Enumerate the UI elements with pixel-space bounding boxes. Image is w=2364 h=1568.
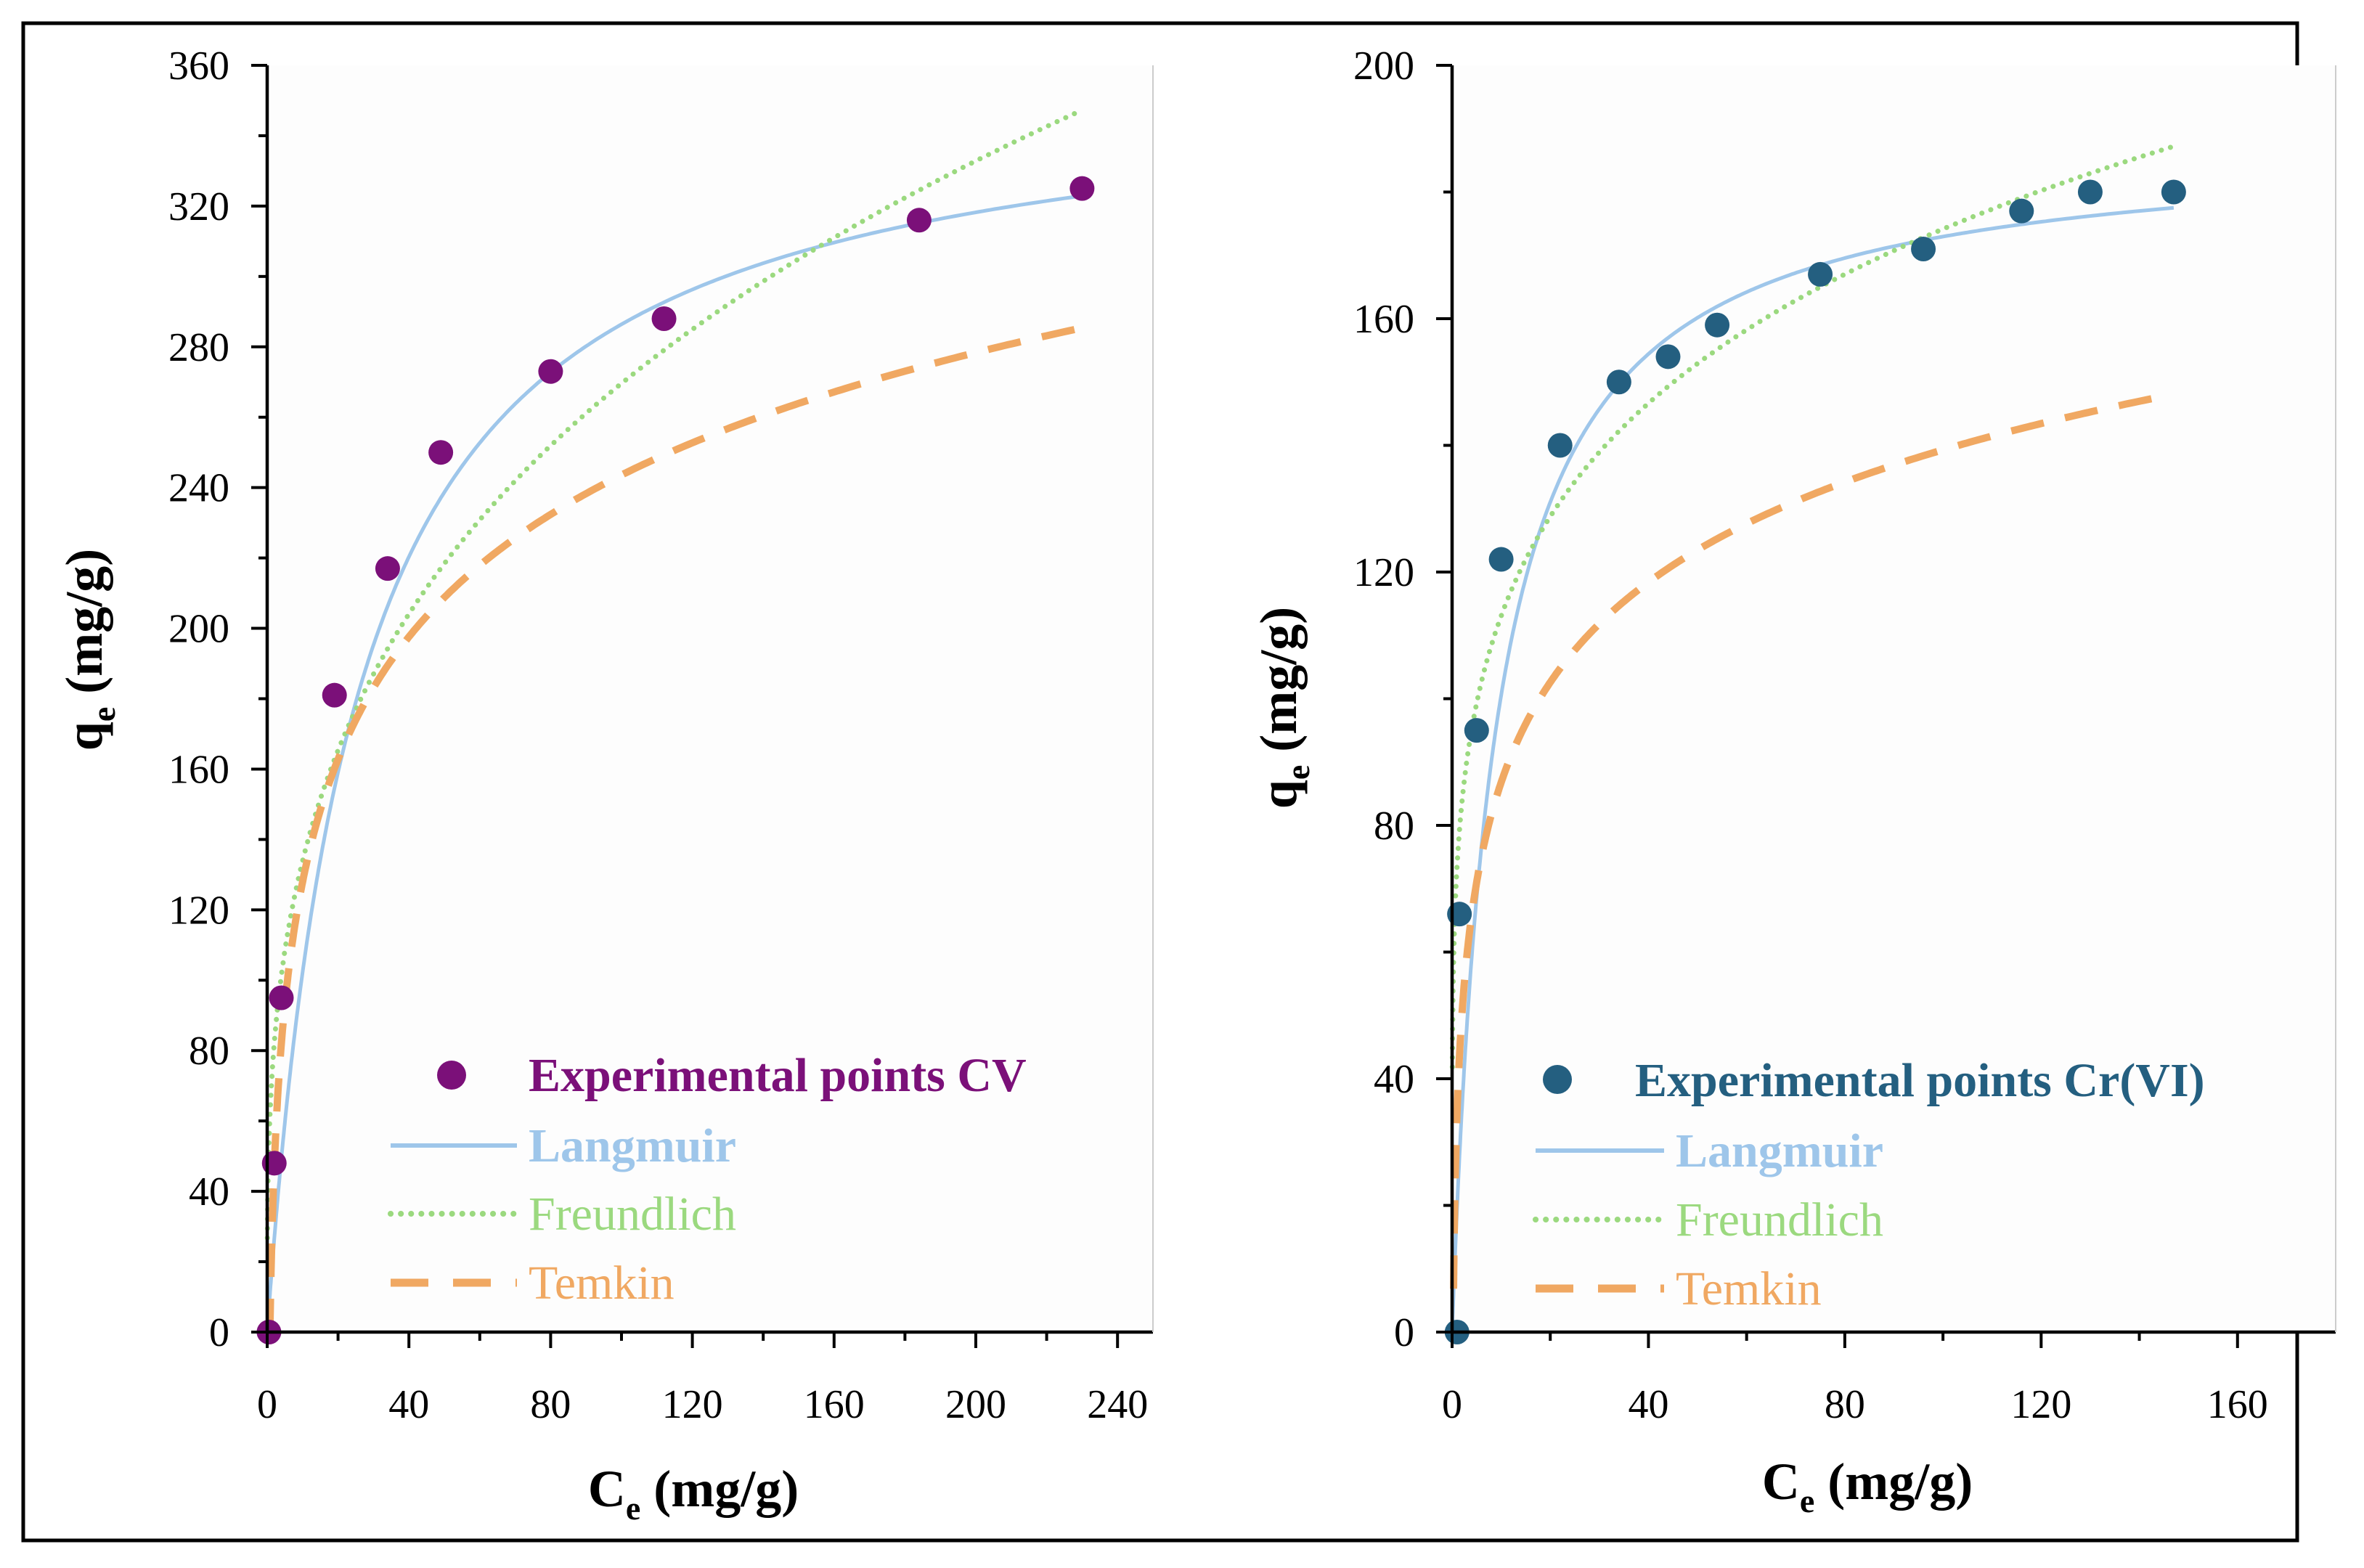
plot-area-crvi — [1452, 65, 2336, 1332]
legend-cv: Experimental points CV Langmuir Freundli… — [388, 1049, 1027, 1310]
data-point-crvi — [1808, 261, 1833, 287]
fit-lines-crvi — [1449, 144, 2177, 1332]
y-tick-label-cv: 320 — [168, 184, 229, 229]
x-tick-label-crvi: 0 — [1442, 1382, 1462, 1427]
legend-label-langmuir-cv: Langmuir — [529, 1119, 736, 1172]
x-axis-title-crvi: Ce (mg/g) — [1762, 1453, 1973, 1519]
data-point-crvi — [1488, 547, 1514, 572]
y-tick-label-crvi: 80 — [1374, 804, 1414, 849]
y-tick-label-cv: 160 — [168, 747, 229, 792]
data-point-crvi — [2161, 179, 2186, 205]
data-points-cv — [256, 176, 1095, 1344]
x-tick-label-crvi: 160 — [2207, 1382, 2268, 1427]
x-tick-label-crvi: 40 — [1628, 1382, 1668, 1427]
x-tick-label-cv: 200 — [945, 1382, 1006, 1427]
data-point-crvi — [1705, 312, 1730, 338]
chart-cv-isotherm: 0 40 80 120 160 200 240 0 40 80 120 160 200 240 280 32… — [55, 44, 1154, 1527]
y-tick-label-crvi: 160 — [1353, 297, 1414, 342]
legend-label-experimental-cv: Experimental points CV — [529, 1049, 1027, 1102]
legend-label-freundlich-crvi: Freundlich — [1676, 1193, 1883, 1246]
y-tick-label-cv: 200 — [168, 607, 229, 652]
data-point-crvi — [1464, 718, 1489, 743]
x-ticks-crvi: 0 40 80 120 160 — [1442, 1332, 2268, 1427]
fit-curve-freundlich-cv — [264, 107, 1085, 1241]
y-tick-label-crvi: 40 — [1374, 1057, 1414, 1102]
legend-label-experimental-crvi: Experimental points Cr(VI) — [1635, 1054, 2205, 1107]
x-tick-label-cv: 80 — [530, 1382, 571, 1427]
data-point-cv — [269, 985, 294, 1010]
x-tick-label-cv: 120 — [662, 1382, 723, 1427]
legend-label-freundlich-cv: Freundlich — [529, 1188, 736, 1241]
x-tick-label-cv: 40 — [388, 1382, 429, 1427]
x-tick-label-crvi: 80 — [1825, 1382, 1865, 1427]
y-tick-label-cv: 120 — [168, 888, 229, 933]
legend-marker-experimental-crvi — [1543, 1065, 1572, 1094]
x-tick-label-cv: 240 — [1087, 1382, 1148, 1427]
data-point-crvi — [1606, 369, 1631, 395]
x-ticks-cv: 0 40 80 120 160 200 240 — [257, 1332, 1148, 1427]
y-axis-title-crvi: qe (mg/g) — [1250, 607, 1316, 809]
legend-label-langmuir-crvi: Langmuir — [1676, 1124, 1883, 1177]
x-tick-label-cv: 0 — [257, 1382, 277, 1427]
y-tick-label-cv: 280 — [168, 325, 229, 370]
y-tick-label-cv: 40 — [189, 1169, 229, 1214]
data-point-crvi — [2077, 179, 2103, 205]
data-point-crvi — [1911, 237, 1936, 262]
y-axis-title-cv: qe (mg/g) — [55, 549, 122, 751]
data-points-crvi — [1444, 179, 2186, 1344]
data-point-cv — [651, 306, 677, 331]
data-point-cv — [322, 682, 347, 708]
chart-crvi-isotherm: 0 40 80 120 160 0 40 80 120 160 200 Ce (mg/g) qe … — [1250, 44, 2336, 1519]
x-tick-label-crvi: 120 — [2010, 1382, 2071, 1427]
y-tick-label-cv: 360 — [168, 44, 229, 89]
legend-crvi: Experimental points Cr(VI) Langmuir Freu… — [1533, 1054, 2205, 1315]
data-point-crvi — [2009, 198, 2034, 224]
legend-marker-experimental-cv — [437, 1061, 466, 1090]
y-tick-label-crvi: 120 — [1353, 550, 1414, 595]
data-point-cv — [375, 556, 400, 581]
plot-area-cv — [267, 65, 1153, 1332]
y-ticks-crvi: 0 40 80 120 160 200 — [1353, 44, 1452, 1355]
y-tick-label-crvi: 0 — [1394, 1310, 1414, 1355]
fit-curve-langmuir-crvi — [1450, 205, 2175, 1332]
data-point-cv — [1069, 176, 1095, 201]
y-ticks-cv: 0 40 80 120 160 200 240 280 320 360 — [168, 44, 267, 1355]
legend-label-temkin-crvi: Temkin — [1676, 1262, 1822, 1315]
fit-curve-temkin-crvi — [1450, 392, 2165, 1289]
y-tick-label-cv: 240 — [168, 466, 229, 511]
y-tick-label-cv: 0 — [209, 1310, 229, 1355]
data-point-cv — [906, 208, 932, 233]
data-point-cv — [538, 359, 563, 384]
data-point-cv — [428, 440, 454, 465]
data-point-crvi — [1655, 344, 1681, 369]
x-axis-title-cv: Ce (mg/g) — [588, 1460, 799, 1527]
legend-label-temkin-cv: Temkin — [529, 1257, 674, 1310]
y-tick-label-crvi: 200 — [1353, 44, 1414, 89]
fit-curve-freundlich-crvi — [1449, 144, 2177, 1070]
data-point-crvi — [1547, 433, 1573, 458]
x-tick-label-cv: 160 — [804, 1382, 865, 1427]
y-tick-label-cv: 80 — [189, 1029, 229, 1074]
